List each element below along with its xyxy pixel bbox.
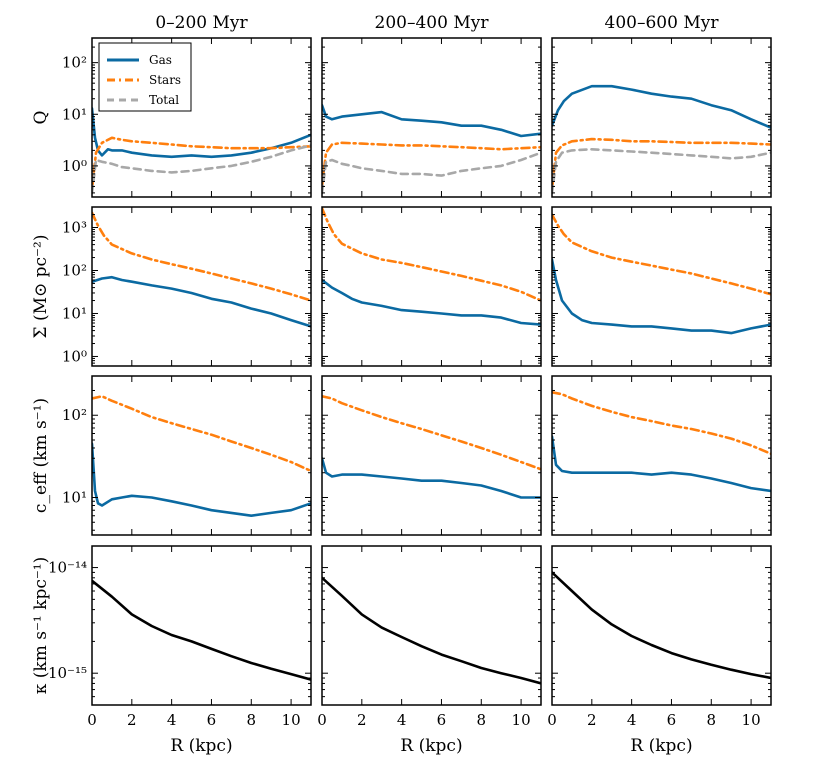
x-tick-label: 4 (397, 711, 407, 729)
series-total-line (92, 144, 311, 195)
series-stars-line (322, 207, 541, 302)
series-stars-line (92, 136, 311, 191)
series-gas-line (552, 258, 771, 335)
x-tick-label: 6 (437, 711, 447, 729)
panel-kappa-0: 10⁻¹⁵ 10⁻¹⁴ 0 2 4 6 8 10 R (kpc) (48, 545, 312, 756)
y-tick-label: 10³ (62, 219, 87, 237)
y-tick-label: 10⁰ (62, 157, 87, 175)
x-tick-label: 4 (627, 711, 637, 729)
x-tick-label: 2 (127, 711, 137, 729)
x-tick-label: 6 (667, 711, 677, 729)
panel-ceff-1 (321, 375, 542, 536)
x-tick-label: 6 (207, 711, 217, 729)
series-kappa-line (322, 576, 541, 685)
panel-Sigma-2 (551, 206, 772, 367)
x-tick-label: 2 (587, 711, 597, 729)
panel-frame (91, 545, 312, 706)
panel-frame (91, 206, 312, 367)
y-tick-label: 10¹ (62, 488, 87, 506)
x-tick-label: 10 (742, 711, 761, 729)
y-tick-label: 10² (62, 54, 87, 72)
x-tick-label: 10 (512, 711, 531, 729)
series-gas-line (322, 103, 541, 138)
y-tick-label: 10⁻¹⁵ (48, 664, 87, 682)
series-gas-line (92, 107, 311, 159)
series-stars-line (92, 394, 311, 473)
panel-Q-2 (551, 37, 772, 198)
series-stars-line (552, 137, 771, 191)
panel-kappa-1: 0 2 4 6 8 10 R (kpc) (317, 545, 542, 756)
x-axis-label: R (kpc) (630, 736, 692, 756)
series-gas-line (92, 275, 311, 328)
x-tick-label: 8 (706, 711, 716, 729)
panel-Sigma-0: 10⁰ 10¹ 10² 10³ (62, 206, 312, 367)
row-ylabel: Σ (M⊙ pc⁻²) (31, 235, 51, 339)
column-title: 400–600 Myr (605, 13, 720, 33)
x-axis-label: R (kpc) (400, 736, 462, 756)
panel-Q-1 (321, 37, 542, 198)
legend: Gas Stars Total (98, 42, 192, 112)
panel-Sigma-1 (321, 206, 542, 367)
legend-label: Total (149, 93, 179, 107)
y-tick-label: 10¹ (62, 105, 87, 123)
column-title: 0–200 Myr (155, 13, 248, 33)
panel-frame (321, 206, 542, 367)
series-stars-line (552, 213, 771, 296)
panel-frame (551, 206, 772, 367)
series-gas-line (92, 442, 311, 518)
panel-ceff-2 (551, 375, 772, 536)
series-kappa-line (92, 579, 311, 681)
y-tick-label: 10¹ (62, 304, 87, 322)
panel-frame (551, 545, 772, 706)
series-gas-line (322, 278, 541, 326)
legend-box (98, 42, 192, 112)
x-tick-label: 0 (87, 711, 97, 729)
panel-frame (551, 37, 772, 198)
series-kappa-line (552, 571, 771, 680)
series-gas-line (322, 456, 541, 499)
panel-frame (321, 545, 542, 706)
series-gas-line (552, 84, 771, 129)
series-stars-line (552, 390, 771, 456)
row-ylabel: Q (31, 111, 51, 125)
row-ylabel: c_eff (km s⁻¹) (31, 398, 51, 513)
panel-kappa-2: 0 2 4 6 8 10 R (kpc) (547, 545, 772, 756)
series-stars-line (92, 211, 311, 302)
panel-frame (551, 375, 772, 536)
panel-frame (321, 375, 542, 536)
x-tick-label: 0 (547, 711, 557, 729)
x-tick-label: 8 (246, 711, 256, 729)
panel-frame (321, 37, 542, 198)
series-gas-line (552, 435, 771, 493)
series-stars-line (322, 141, 541, 188)
y-tick-label: 10⁻¹⁴ (48, 559, 87, 577)
panel-Q-0: 10⁰ 10¹ 10² (62, 37, 312, 198)
column-title: 200–400 Myr (375, 13, 490, 33)
x-tick-label: 8 (476, 711, 486, 729)
x-axis-label: R (kpc) (170, 736, 232, 756)
series-total-line (322, 151, 541, 195)
x-tick-label: 10 (282, 711, 301, 729)
panel-frame (91, 375, 312, 536)
y-tick-label: 10² (62, 406, 87, 424)
x-tick-label: 2 (357, 711, 367, 729)
panel-ceff-0: 10¹ 10² (62, 375, 312, 536)
row-ylabel: κ (km s⁻¹ kpc⁻¹) (31, 557, 51, 695)
panel-frame (91, 37, 312, 198)
x-tick-label: 0 (317, 711, 327, 729)
y-tick-label: 10² (62, 261, 87, 279)
x-tick-label: 4 (167, 711, 177, 729)
y-tick-label: 10⁰ (62, 347, 87, 365)
legend-label: Stars (149, 73, 181, 87)
legend-label: Gas (149, 53, 172, 67)
series-stars-line (322, 394, 541, 471)
series-total-line (552, 148, 771, 195)
